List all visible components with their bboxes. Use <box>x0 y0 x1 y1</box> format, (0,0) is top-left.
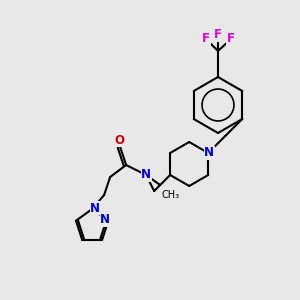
Text: F: F <box>202 32 210 46</box>
Text: F: F <box>214 28 222 41</box>
Text: F: F <box>214 28 222 41</box>
Text: O: O <box>114 134 124 146</box>
Text: N: N <box>204 146 214 160</box>
Text: N: N <box>100 213 110 226</box>
Text: N: N <box>141 169 151 182</box>
Text: F: F <box>227 32 235 46</box>
Text: O: O <box>114 134 124 146</box>
Text: F: F <box>227 32 235 46</box>
Text: N: N <box>90 202 100 214</box>
Text: CH₃: CH₃ <box>161 190 179 200</box>
Text: N: N <box>141 169 151 182</box>
Text: N: N <box>90 202 100 214</box>
Text: F: F <box>202 32 210 46</box>
Text: N: N <box>100 213 110 226</box>
Text: N: N <box>204 146 214 160</box>
